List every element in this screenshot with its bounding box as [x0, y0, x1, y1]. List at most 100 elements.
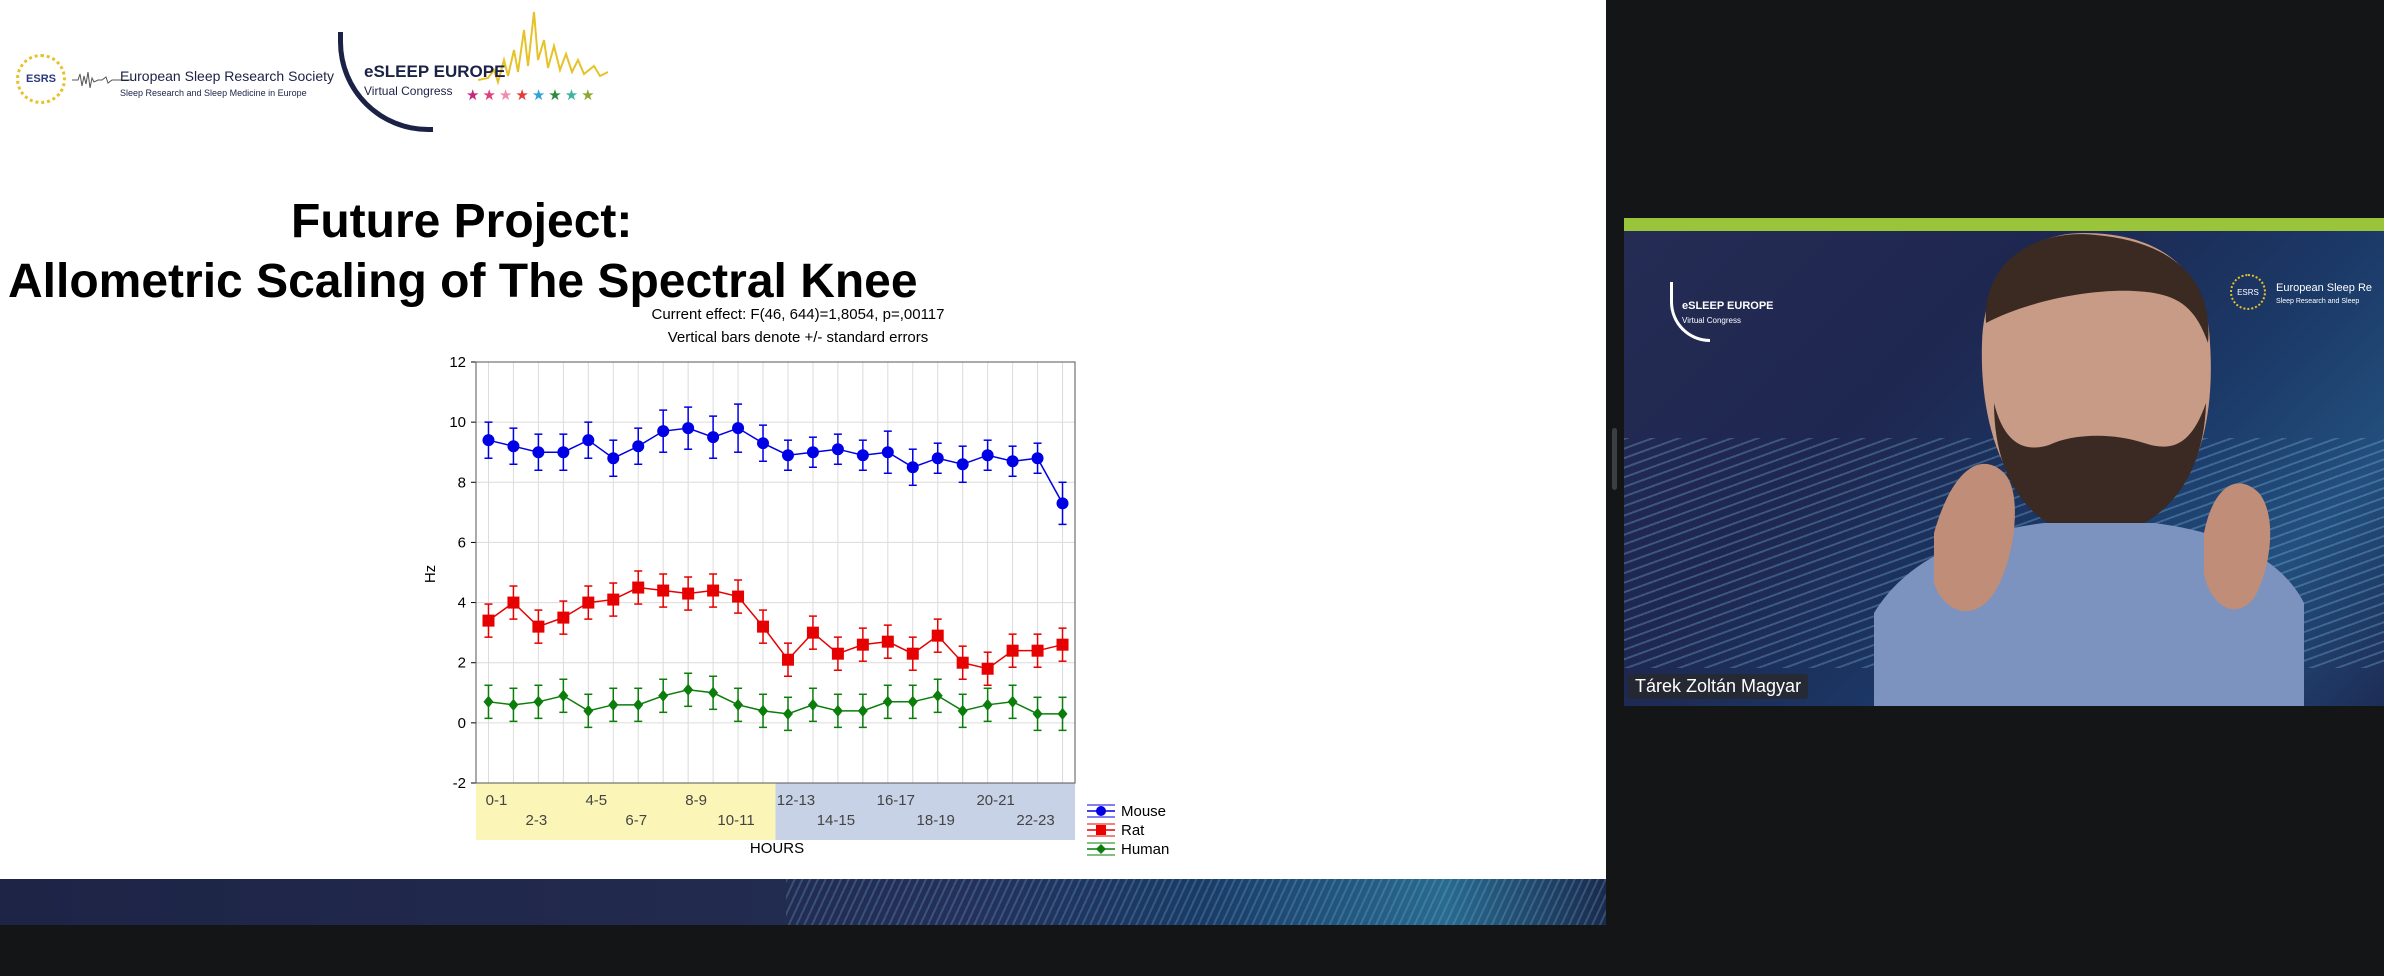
data-point-human	[882, 695, 893, 708]
plot-border	[475, 361, 1076, 784]
data-point-rat	[906, 647, 919, 660]
data-point-mouse	[582, 434, 595, 447]
data-point-rat	[732, 590, 745, 603]
x-tick-label: 6-7	[625, 812, 647, 829]
data-point-mouse	[781, 449, 794, 462]
data-point-mouse	[806, 446, 819, 459]
data-point-rat	[806, 626, 819, 639]
data-point-rat	[557, 611, 570, 624]
esrs-wave-icon	[72, 71, 132, 89]
video-esrs-emblem: ESRS	[2230, 274, 2266, 310]
data-point-human	[633, 698, 644, 711]
data-point-rat	[507, 596, 520, 609]
y-tick-label: -2	[453, 775, 466, 792]
video-esrs-tagline: Sleep Research and Sleep	[2276, 298, 2360, 305]
x-tick-label: 16-17	[877, 792, 915, 809]
data-point-human	[508, 698, 519, 711]
speaker-silhouette	[1874, 233, 2304, 706]
x-tick-label: 2-3	[526, 812, 548, 829]
data-point-rat	[607, 593, 620, 606]
data-point-mouse	[532, 446, 545, 459]
data-point-rat	[682, 587, 695, 600]
esleep-title: eSLEEP EUROPE	[364, 62, 506, 81]
data-point-human	[1057, 707, 1068, 720]
legend-marker-human	[1096, 844, 1106, 854]
esrs-logo: ESRS European Sleep Research Society Sle…	[16, 50, 336, 110]
footer-wave-pattern	[786, 879, 1606, 925]
data-point-rat	[1031, 644, 1044, 657]
data-point-mouse	[856, 449, 869, 462]
chart-x-axis-label: HOURS	[750, 840, 804, 857]
y-tick-label: 2	[458, 655, 466, 672]
data-point-rat	[707, 584, 720, 597]
x-band-night	[775, 783, 1075, 840]
data-point-human	[708, 686, 719, 699]
data-point-mouse	[657, 425, 670, 438]
legend-marker-mouse	[1096, 806, 1106, 816]
chart-subtitle: Vertical bars denote +/- standard errors	[668, 329, 929, 346]
video-esrs-logo: ESRS European Sleep Re Sleep Research an…	[2230, 274, 2384, 324]
video-top-bar	[1624, 218, 2384, 231]
y-tick-label: 8	[458, 474, 466, 491]
data-point-mouse	[757, 437, 770, 450]
data-point-rat	[956, 656, 969, 669]
data-point-human	[1032, 707, 1043, 720]
legend-label-mouse: Mouse	[1121, 803, 1166, 820]
data-point-rat	[582, 596, 595, 609]
plot-frame	[475, 361, 1076, 784]
data-point-human	[733, 698, 744, 711]
data-point-mouse	[831, 443, 844, 456]
data-point-rat	[781, 653, 794, 666]
data-point-mouse	[632, 440, 645, 453]
data-point-rat	[657, 584, 670, 597]
data-point-human	[608, 698, 619, 711]
data-point-rat	[856, 638, 869, 651]
data-point-mouse	[881, 446, 894, 459]
legend-label-human: Human	[1121, 841, 1169, 858]
y-tick-label: 4	[458, 595, 466, 612]
data-point-human	[683, 683, 694, 696]
video-esleep-arc-icon	[1670, 282, 1710, 342]
data-point-mouse	[1031, 452, 1044, 465]
data-point-mouse	[607, 452, 620, 465]
data-point-rat	[482, 614, 495, 627]
y-tick-label: 6	[458, 534, 466, 551]
esleep-subtitle: Virtual Congress	[364, 84, 453, 98]
spectral-knee-chart: Current effect: F(46, 644)=1,8054, p=,00…	[422, 306, 1169, 858]
panel-resize-handle[interactable]	[1612, 428, 1617, 490]
data-point-human	[658, 689, 669, 702]
data-point-human	[832, 704, 843, 717]
data-point-human	[583, 704, 594, 717]
data-point-rat	[931, 629, 944, 642]
x-tick-label: 18-19	[917, 812, 955, 829]
data-point-rat	[881, 635, 894, 648]
data-point-rat	[757, 620, 770, 633]
x-tick-label: 12-13	[777, 792, 815, 809]
speaker-video[interactable]: eSLEEP EUROPE Virtual Congress ESRS Euro…	[1624, 218, 2384, 706]
slide-title-line1: Future Project:	[291, 195, 633, 248]
data-point-human	[957, 704, 968, 717]
video-esleep-subtitle: Virtual Congress	[1682, 316, 1741, 325]
x-tick-label: 14-15	[817, 812, 855, 829]
data-point-human	[558, 689, 569, 702]
x-tick-label: 10-11	[717, 812, 754, 829]
data-point-human	[932, 689, 943, 702]
esleep-stars-icon: ★★★★★★★★	[466, 87, 598, 104]
presentation-slide: ESRS European Sleep Research Society Sle…	[0, 0, 1606, 925]
data-point-mouse	[956, 458, 969, 471]
y-tick-label: 12	[449, 354, 466, 371]
data-point-human	[782, 707, 793, 720]
data-point-human	[483, 695, 494, 708]
data-point-human	[1007, 695, 1018, 708]
data-point-human	[758, 704, 769, 717]
data-point-human	[807, 698, 818, 711]
esrs-emblem: ESRS	[16, 54, 66, 104]
slide-footer-band	[0, 879, 1606, 925]
esleep-wave-icon	[478, 11, 608, 86]
x-tick-label: 8-9	[685, 792, 707, 809]
x-band-day	[476, 783, 776, 840]
esrs-name: European Sleep Research Society	[120, 68, 335, 84]
data-point-mouse	[931, 452, 944, 465]
data-point-mouse	[1006, 455, 1019, 468]
esleep-europe-logo: eSLEEP EUROPE Virtual Congress ★★★★★★★★	[338, 10, 608, 132]
